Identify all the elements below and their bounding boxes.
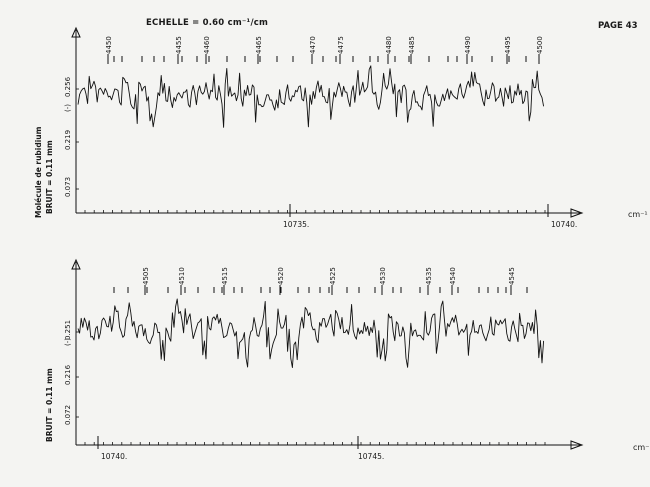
line-number-label: 4480 (385, 36, 393, 54)
line-number-label: 4495 (504, 36, 512, 54)
line-number-label: 4510 (178, 267, 186, 285)
line-number-label: 4465 (255, 36, 263, 54)
bracket-label: (-) (64, 104, 72, 112)
line-number-label: 4485 (408, 36, 416, 54)
scale-title: ECHELLE = 0.60 cm⁻¹/cm (146, 18, 269, 28)
line-number-label: 4475 (337, 36, 345, 54)
x-axis-arrow (570, 440, 584, 450)
y-tick-label: 0.219 (64, 130, 72, 150)
line-number-label: 4545 (508, 267, 516, 285)
x-unit-top: cm⁻¹ (628, 210, 648, 219)
x-axis-arrow (570, 208, 584, 218)
line-number-label: 4490 (464, 36, 472, 54)
line-number-label: 4515 (221, 267, 229, 285)
y-tick-label: 0.256 (64, 76, 72, 97)
line-number-label: 4530 (379, 267, 387, 285)
line-number-label: 4500 (536, 36, 544, 54)
line-number-label: 4535 (425, 267, 433, 285)
spectrum-trace (77, 298, 545, 369)
y-tick-label: 0.072 (64, 405, 72, 425)
line-number-label: 4455 (175, 36, 183, 54)
x-tick-label: 10740. (551, 220, 577, 229)
spectrum-trace (77, 65, 545, 128)
y-tick-label: 0.251 (64, 320, 72, 340)
line-number-label: 4470 (309, 36, 317, 54)
line-number-label: 4520 (277, 267, 285, 285)
line-number-label: 4460 (203, 36, 211, 54)
x-unit-bottom: cm⁻ (633, 443, 650, 452)
line-number-label: 4525 (329, 267, 337, 285)
x-tick-label: 10735. (283, 220, 309, 229)
line-number-label: 4505 (142, 267, 150, 285)
y-axis-arrow (71, 258, 81, 270)
line-number-label: 4540 (449, 267, 457, 285)
y-tick-label: 0.073 (64, 177, 72, 197)
page-number: PAGE 43 (598, 21, 638, 31)
y-axis-arrow (71, 26, 81, 38)
x-tick-label: 10745. (358, 452, 384, 461)
x-tick-label: 10740. (101, 452, 127, 461)
bracket-label: (-) (64, 338, 72, 346)
y-tick-label: 0.216 (64, 364, 72, 385)
line-number-label: 4450 (105, 36, 113, 54)
